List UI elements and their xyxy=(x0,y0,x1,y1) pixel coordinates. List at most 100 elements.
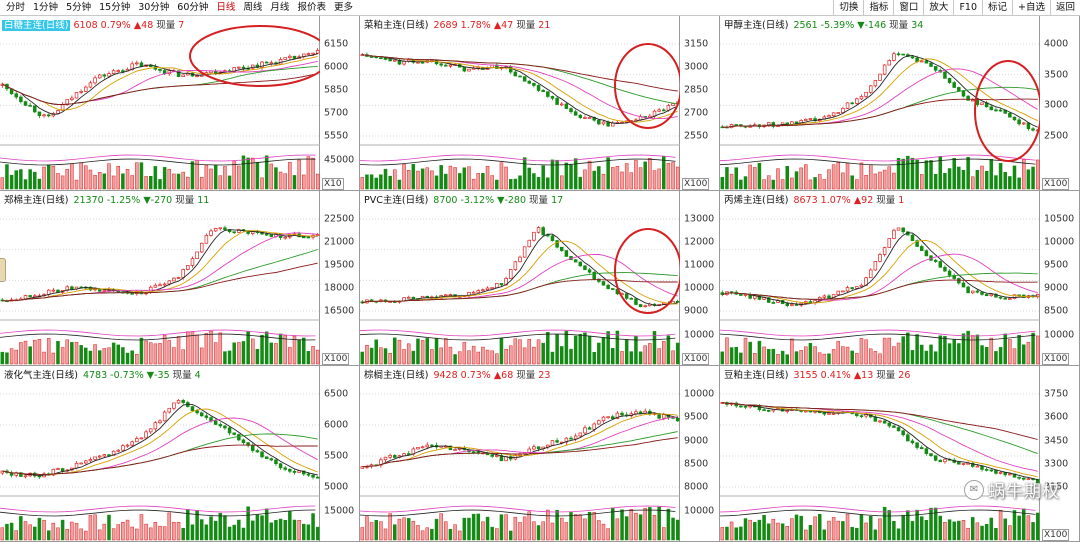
chart-panel[interactable]: 棕榈主连(日线) 9428 0.73% ▲68 现量 23 10000 9500 90… xyxy=(360,366,720,542)
candle-body xyxy=(989,469,994,472)
volume-bar xyxy=(448,346,453,365)
period-tab-1[interactable]: 1分钟 xyxy=(33,2,59,13)
volume-bar xyxy=(666,508,671,541)
candle-body xyxy=(28,295,32,297)
volume-bar xyxy=(457,173,462,190)
toolbar-action-6[interactable]: +自选 xyxy=(1012,0,1050,15)
toolbar-action-3[interactable]: 放大 xyxy=(923,0,953,15)
period-tab-8[interactable]: 月线 xyxy=(270,2,290,13)
volume-bar xyxy=(46,338,51,365)
toolbar-action-2[interactable]: 窗口 xyxy=(893,0,923,15)
volume-bar xyxy=(411,350,416,365)
period-tab-3[interactable]: 15分钟 xyxy=(99,2,131,13)
chart-panel[interactable]: 液化气主连(日线) 4783 -0.73% ▼-35 现量 4 6500 6000 5… xyxy=(0,366,360,542)
axis-tick: 9500 xyxy=(1044,259,1069,271)
collapse-handle[interactable] xyxy=(0,258,6,282)
candle-body xyxy=(46,114,51,117)
period-tab-0[interactable]: 分时 xyxy=(6,2,26,13)
candlestick-chart[interactable] xyxy=(720,191,1040,366)
candlestick-chart[interactable] xyxy=(720,16,1040,191)
candle-body xyxy=(592,423,596,430)
candle-body xyxy=(311,52,315,55)
volume-bar xyxy=(481,521,485,541)
toolbar-action-4[interactable]: F10 xyxy=(953,0,982,15)
candlestick-chart[interactable] xyxy=(0,366,320,542)
volume-bar xyxy=(388,352,392,365)
candle-body xyxy=(938,261,943,268)
axis-tick: 3500 xyxy=(1044,69,1069,81)
volume-bar xyxy=(915,334,919,365)
candle-body xyxy=(1017,476,1021,479)
volume-bar xyxy=(790,518,794,541)
toolbar-action-5[interactable]: 标记 xyxy=(982,0,1012,15)
volume-label: 现量 xyxy=(886,20,909,31)
period-tab-5[interactable]: 60分钟 xyxy=(177,2,209,13)
candlestick-chart[interactable] xyxy=(360,366,680,542)
volume-bar xyxy=(859,162,864,190)
candle-body xyxy=(901,430,905,436)
period-tab-6[interactable]: 日线 xyxy=(216,2,236,13)
candle-body xyxy=(541,227,545,236)
chart-panel[interactable]: 白糖主连(日线) 6108 0.79% ▲48 现量 7 6150 6000 5850… xyxy=(0,16,360,191)
candle-body xyxy=(938,459,943,463)
volume-bar xyxy=(629,351,634,365)
candlestick-chart[interactable] xyxy=(720,366,1040,542)
candle-body xyxy=(204,235,209,244)
candlestick-chart[interactable] xyxy=(360,191,680,366)
period-tab-4[interactable]: 30分钟 xyxy=(138,2,170,13)
chart-panel[interactable]: 郑棉主连(日线) 21370 -1.25% ▼-270 现量 11 22500 21… xyxy=(0,191,360,366)
candle-body xyxy=(896,427,901,432)
chart-panel[interactable]: 甲醇主连(日线) 2561 -5.39% ▼-146 现量 34 4000 3500… xyxy=(720,16,1080,191)
volume-bar xyxy=(910,350,915,365)
volume-bar xyxy=(402,164,406,190)
volume-bar xyxy=(260,515,264,541)
volume-bar xyxy=(97,529,102,541)
volume-bar xyxy=(223,351,227,365)
chart-panel[interactable]: 丙烯主连(日线) 8673 1.07% ▲92 现量 1 10500 10000 95… xyxy=(720,191,1080,366)
candle-body xyxy=(393,59,397,62)
candle-body xyxy=(638,411,643,414)
volume-bar xyxy=(288,511,292,541)
candlestick-chart[interactable] xyxy=(0,191,320,366)
volume-average-line xyxy=(360,333,676,341)
candlestick-chart[interactable] xyxy=(0,16,320,191)
volume-bar xyxy=(462,167,467,190)
period-tab-10[interactable]: 更多 xyxy=(333,2,353,13)
candle-body xyxy=(476,451,481,454)
candle-body xyxy=(957,462,961,465)
period-tab-7[interactable]: 周线 xyxy=(243,2,263,13)
volume-bar xyxy=(237,165,241,190)
volume-bar xyxy=(943,335,947,365)
candle-body xyxy=(597,278,601,282)
chart-panel[interactable]: 豆粕主连(日线) 3155 0.41% ▲13 现量 26 3750 3600 345… xyxy=(720,366,1080,542)
toolbar-action-0[interactable]: 切换 xyxy=(833,0,863,15)
period-tab-2[interactable]: 5分钟 xyxy=(66,2,92,13)
candle-body xyxy=(910,234,915,242)
change-percent: -0.73% xyxy=(107,370,144,381)
volume-bar xyxy=(794,171,799,190)
volume-bar xyxy=(457,530,462,541)
volume-bar xyxy=(729,173,734,190)
candle-body xyxy=(555,440,559,443)
volume-bar xyxy=(1017,515,1021,541)
volume-bar xyxy=(28,524,32,541)
volume-bar xyxy=(402,349,406,365)
candle-body xyxy=(845,287,850,292)
toolbar-action-1[interactable]: 指标 xyxy=(863,0,893,15)
toolbar-action-7[interactable]: 返回 xyxy=(1049,0,1080,15)
period-tab-9[interactable]: 报价表 xyxy=(297,2,326,13)
volume-bar xyxy=(251,520,255,541)
candlestick-chart[interactable] xyxy=(360,16,680,191)
candle-body xyxy=(65,99,69,106)
chart-panel[interactable]: 菜粕主连(日线) 2689 1.78% ▲47 现量 21 3150 3000 285… xyxy=(360,16,720,191)
axis-tick: 4000 xyxy=(1044,38,1069,50)
candle-body xyxy=(943,458,947,463)
volume-bar xyxy=(430,528,434,541)
volume-label: 现量 xyxy=(526,195,549,206)
volume-bar xyxy=(929,507,933,541)
chart-panel[interactable]: PVC主连(日线) 8700 -3.12% ▼-280 现量 17 13000 12… xyxy=(360,191,720,366)
volume-bar xyxy=(1026,341,1031,365)
volume-bar xyxy=(850,175,854,190)
panel-title: 郑棉主连(日线) 21370 -1.25% ▼-270 现量 11 xyxy=(2,192,209,206)
candle-body xyxy=(550,235,555,241)
